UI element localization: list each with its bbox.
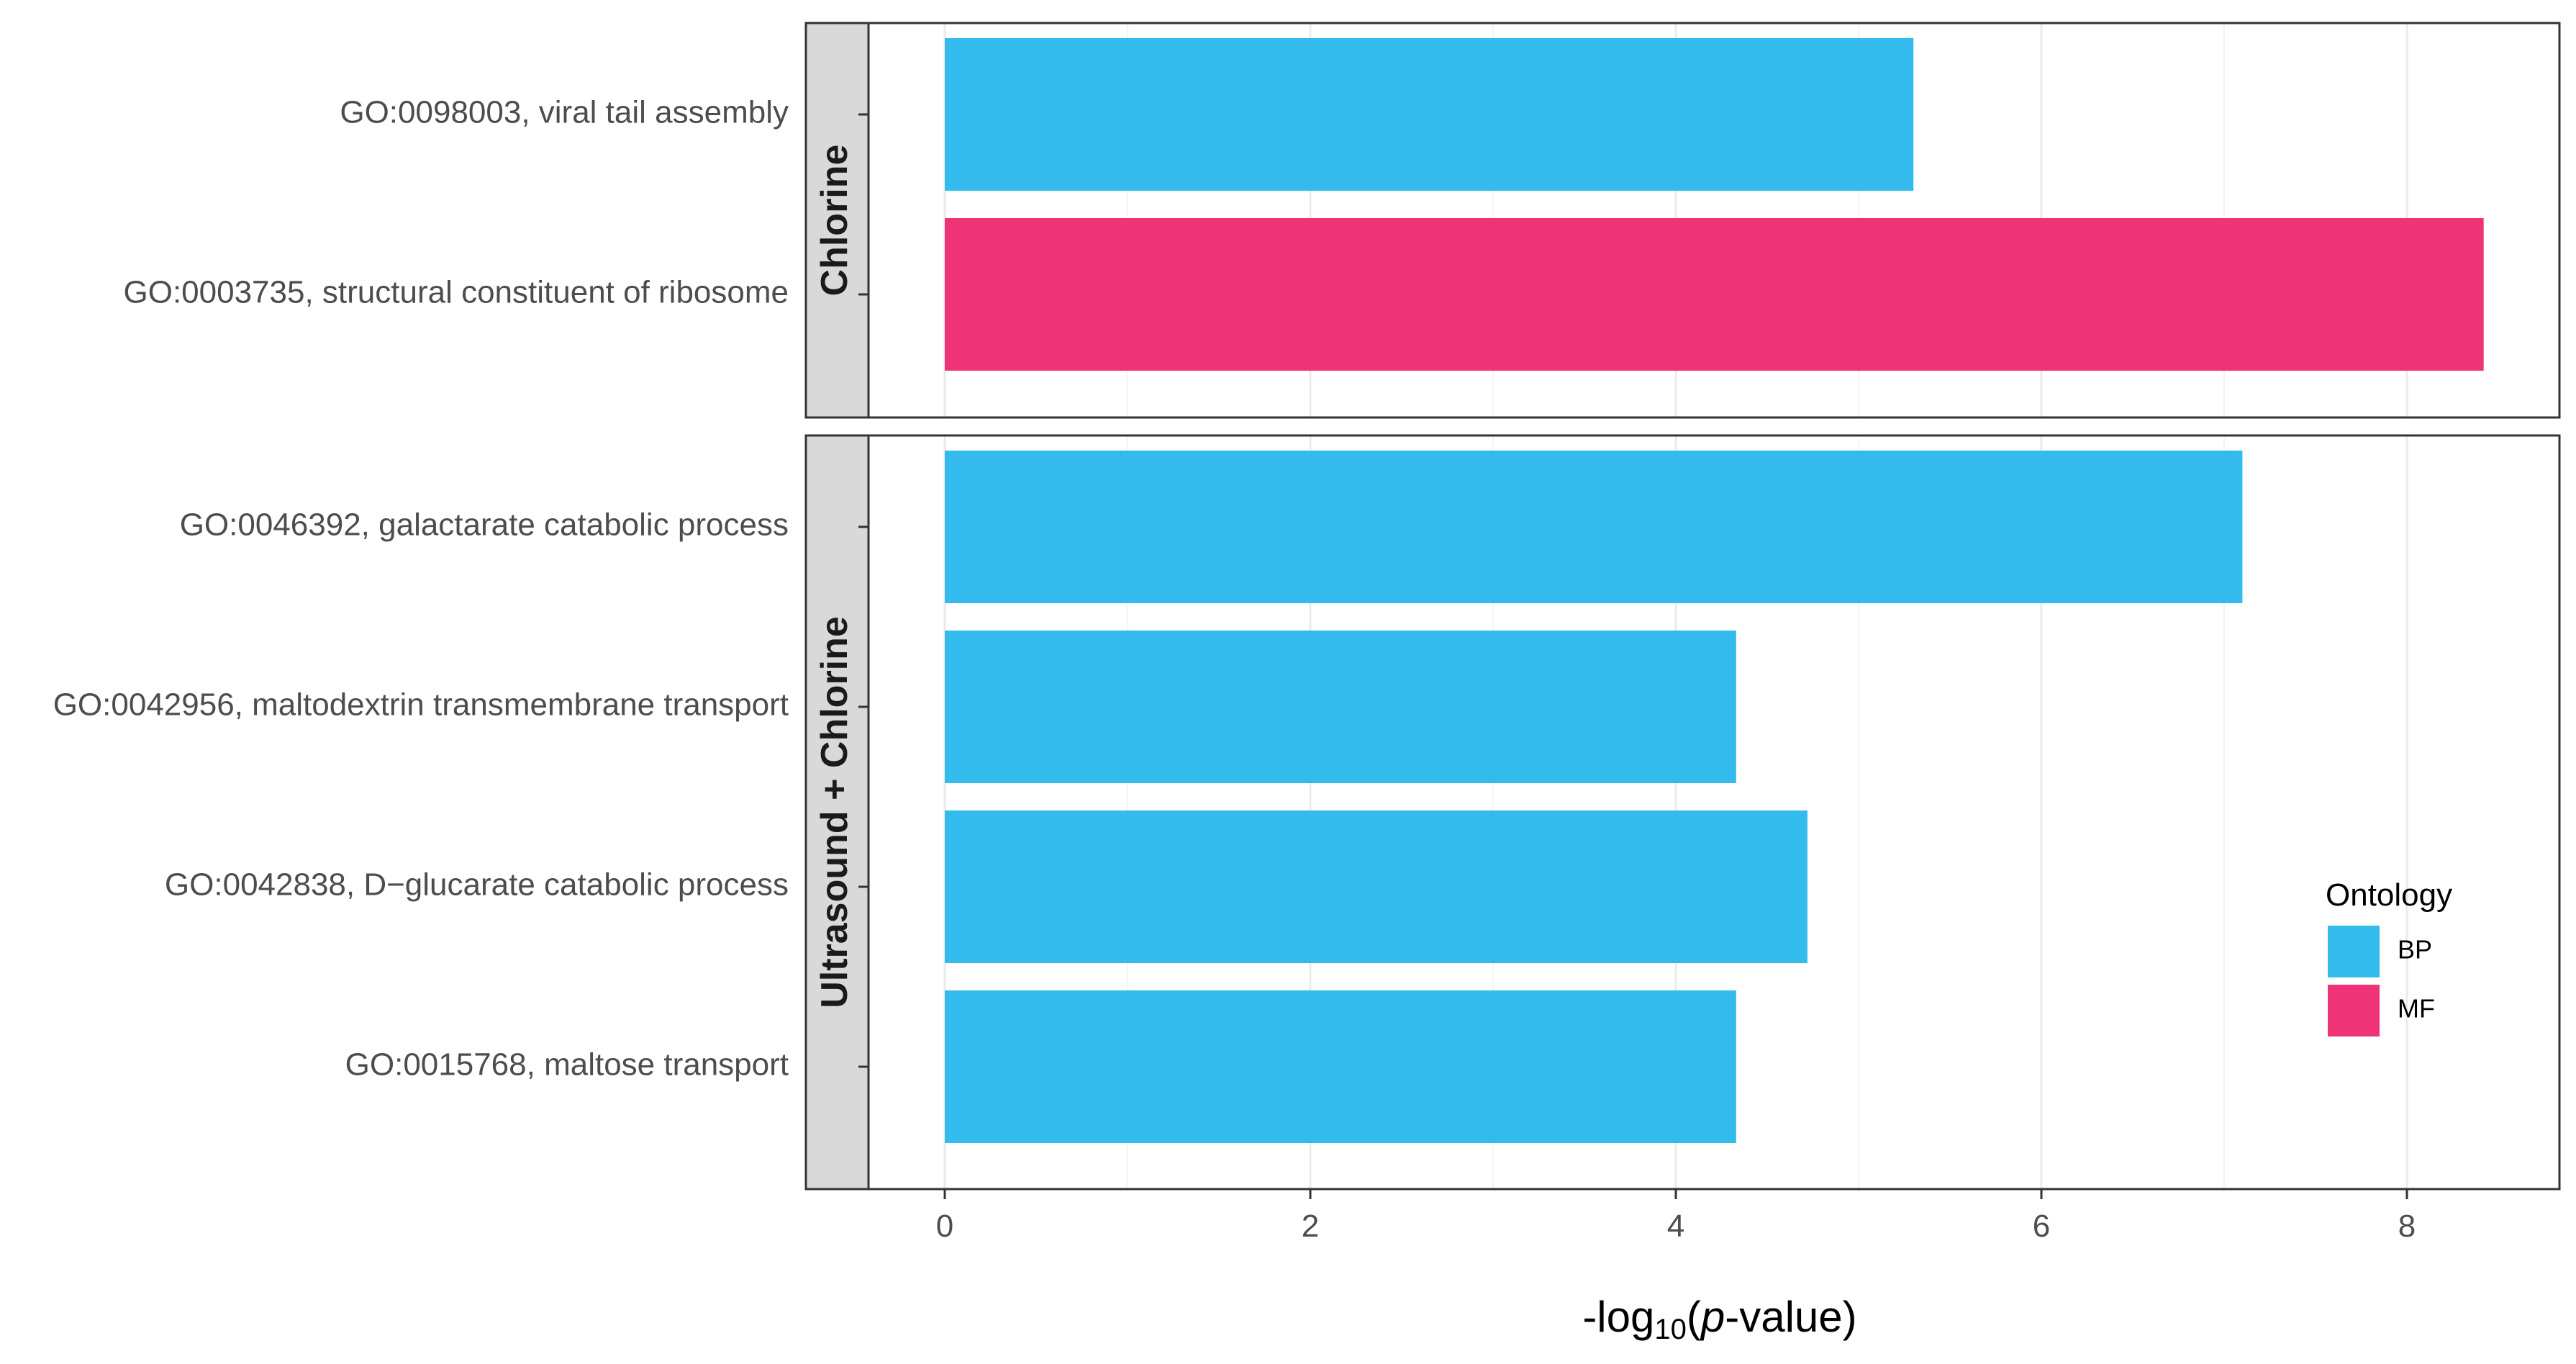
facet-strip-label: Chlorine	[814, 145, 856, 297]
legend-title: Ontology	[2326, 877, 2452, 913]
x-title-italic: p	[1700, 1293, 1725, 1341]
legend-swatch	[2328, 926, 2380, 977]
facet-strip	[804, 434, 870, 1191]
x-tick-label: 0	[936, 1209, 953, 1244]
bar	[945, 810, 1808, 963]
x-axis-title: -log10(p-value)	[1582, 1293, 1856, 1345]
category-label: GO:0003735, structural constituent of ri…	[124, 275, 789, 310]
panel-border	[867, 434, 2561, 1191]
x-title-pre: -log	[1582, 1293, 1654, 1341]
legend-label: BP	[2398, 935, 2432, 965]
x-tick-label: 4	[1667, 1209, 1684, 1244]
x-title-post: -value)	[1725, 1293, 1856, 1341]
x-tick-label: 6	[2033, 1209, 2050, 1244]
legend-swatch	[2328, 985, 2380, 1036]
facet-strip-label: Ultrasound + Chlorine	[814, 616, 856, 1008]
bar	[945, 990, 1736, 1143]
panel-border	[867, 22, 2561, 419]
x-tick-label: 8	[2398, 1209, 2416, 1244]
legend-label: MF	[2398, 994, 2435, 1024]
bar	[945, 218, 2484, 371]
x-tick-label: 2	[1302, 1209, 1319, 1244]
category-label: GO:0042956, maltodextrin transmembrane t…	[53, 687, 789, 723]
category-label: GO:0046392, galactarate catabolic proces…	[180, 507, 789, 543]
category-label: GO:0098003, viral tail assembly	[340, 95, 789, 130]
category-label: GO:0042838, D−glucarate catabolic proces…	[165, 867, 789, 903]
bar	[945, 451, 2243, 603]
bar	[945, 631, 1736, 783]
x-title-open: (	[1687, 1293, 1701, 1341]
x-title-sub: 10	[1654, 1314, 1687, 1345]
bar	[945, 38, 1914, 191]
facet-strip	[804, 22, 870, 419]
category-label: GO:0015768, maltose transport	[345, 1047, 789, 1083]
